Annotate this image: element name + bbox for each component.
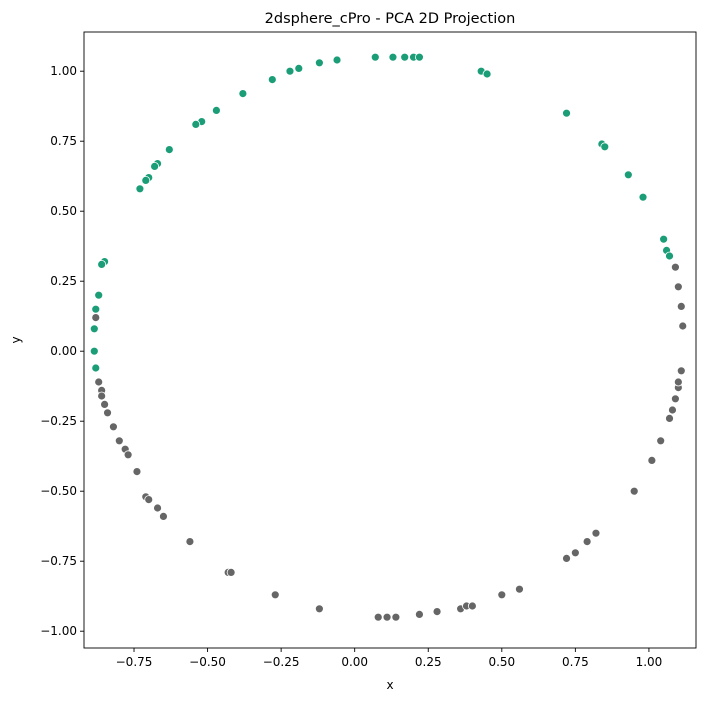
scatter-point xyxy=(370,52,380,62)
scatter-point xyxy=(673,282,683,292)
scatter-point xyxy=(373,612,383,622)
y-axis-label: y xyxy=(9,336,23,343)
scatter-point xyxy=(332,55,342,65)
scatter-point xyxy=(100,399,109,409)
scatter-point xyxy=(388,52,398,62)
scatter-point xyxy=(238,89,248,98)
scatter-point xyxy=(185,537,195,546)
y-tick-label: 0.75 xyxy=(50,134,77,148)
y-tick-label: 1.00 xyxy=(50,64,77,78)
scatter-point xyxy=(432,607,442,616)
scatter-point xyxy=(562,108,571,118)
scatter-point xyxy=(391,612,401,622)
scatter-point xyxy=(150,161,160,171)
scatter-point xyxy=(515,584,524,594)
scatter-point xyxy=(600,142,610,152)
scatter-point xyxy=(400,52,410,62)
scatter-point xyxy=(671,394,680,404)
y-tick-label: 0.25 xyxy=(50,274,77,288)
axis-ticks: −0.75 −0.50 −0.25 0.00 0.25 0.50 0.75 1.00 −1.00… xyxy=(40,64,662,669)
scatter-point xyxy=(141,175,151,185)
scatter-point xyxy=(665,413,674,423)
scatter-point xyxy=(132,467,142,477)
scatter-point xyxy=(562,554,571,563)
x-tick-label: −0.75 xyxy=(116,655,153,669)
scatter-point xyxy=(91,363,101,373)
x-tick-label: 0.00 xyxy=(341,655,368,669)
scatter-point xyxy=(114,436,124,446)
plot-area-frame xyxy=(83,31,697,649)
scatter-point xyxy=(582,537,592,546)
x-axis-label: x xyxy=(386,678,393,692)
scatter-point xyxy=(159,512,168,521)
x-tick-label: 0.50 xyxy=(488,655,515,669)
scatter-point xyxy=(97,391,107,401)
scatter-point xyxy=(314,58,324,68)
scatter-point xyxy=(191,120,201,129)
scatter-point xyxy=(676,366,686,376)
scatter-point xyxy=(91,313,101,323)
scatter-point xyxy=(671,262,680,272)
scatter-point xyxy=(629,486,639,496)
scatter-point xyxy=(270,590,280,600)
x-tick-label: 1.00 xyxy=(636,655,663,669)
scatter-point xyxy=(665,251,674,261)
scatter-point xyxy=(144,495,154,505)
scatter-point xyxy=(673,377,683,387)
x-tick-label: 0.25 xyxy=(415,655,442,669)
scatter-point xyxy=(659,234,669,244)
scatter-point xyxy=(164,145,174,155)
scatter-point xyxy=(591,528,601,538)
scatter-point xyxy=(94,290,104,300)
scatter-point xyxy=(212,106,221,115)
y-tick-label: −0.75 xyxy=(40,554,77,568)
scatter-point xyxy=(97,259,107,269)
scatter-point xyxy=(103,408,112,418)
data-points xyxy=(89,52,688,622)
scatter-point xyxy=(153,503,162,513)
scatter-point xyxy=(467,601,477,611)
scatter-point xyxy=(623,170,633,180)
scatter-point xyxy=(415,610,424,619)
scatter-point xyxy=(123,450,133,460)
scatter-point xyxy=(314,604,324,614)
scatter-point xyxy=(89,346,99,356)
scatter-point xyxy=(294,64,304,73)
scatter-point xyxy=(497,590,507,600)
scatter-point xyxy=(267,75,277,84)
scatter-point xyxy=(415,52,424,62)
x-tick-label: −0.50 xyxy=(189,655,226,669)
scatter-point xyxy=(89,324,99,334)
y-tick-label: −0.25 xyxy=(40,414,77,428)
scatter-point xyxy=(226,568,236,577)
scatter-point xyxy=(109,422,118,432)
scatter-point xyxy=(656,436,666,446)
y-tick-label: −0.50 xyxy=(40,484,77,498)
scatter-point xyxy=(678,321,688,331)
scatter-point xyxy=(94,377,104,387)
scatter-point xyxy=(570,548,580,558)
scatter-point xyxy=(482,69,492,79)
y-tick-label: 0.00 xyxy=(50,344,77,358)
y-tick-label: 0.50 xyxy=(50,204,77,218)
scatter-point xyxy=(135,184,145,194)
scatter-point xyxy=(647,455,657,465)
scatter-point xyxy=(668,405,677,415)
chart-title: 2dsphere_cPro - PCA 2D Projection xyxy=(265,11,516,27)
scatter-point xyxy=(676,301,686,311)
x-tick-label: −0.25 xyxy=(263,655,300,669)
y-tick-label: −1.00 xyxy=(40,624,77,638)
scatter-point xyxy=(382,612,392,622)
scatter-point xyxy=(91,304,101,314)
scatter-point xyxy=(638,192,648,202)
x-tick-label: 0.75 xyxy=(562,655,589,669)
scatter-point xyxy=(285,66,295,76)
